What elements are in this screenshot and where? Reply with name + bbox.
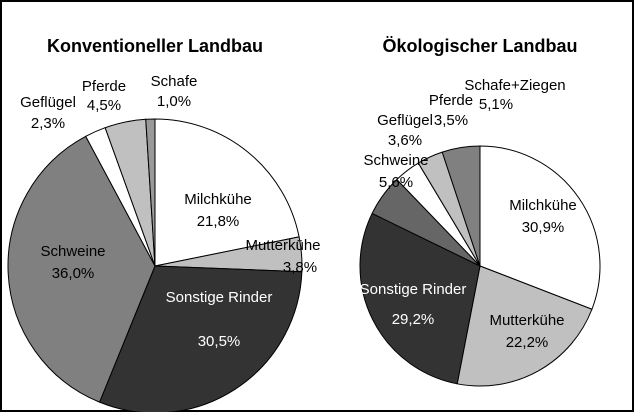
slice-label: Sonstige Rinder bbox=[166, 289, 273, 306]
value-label: 30,9% bbox=[522, 219, 565, 236]
chart-title: Ökologischer Landbau bbox=[382, 36, 577, 56]
slice-label: Schafe bbox=[151, 73, 198, 90]
slice-label: Schweine bbox=[40, 243, 105, 260]
value-label: 4,5% bbox=[87, 97, 121, 114]
value-label: 2,3% bbox=[31, 115, 65, 132]
pie-slice bbox=[7, 135, 156, 403]
pie-slice bbox=[441, 145, 481, 267]
value-label: 1,0% bbox=[157, 93, 191, 110]
slice-label: Schafe+Ziegen bbox=[464, 77, 565, 94]
pie-slice bbox=[479, 145, 601, 310]
value-label: 36,0% bbox=[52, 265, 95, 282]
pie-slice bbox=[145, 118, 156, 267]
value-label: 3,6% bbox=[388, 132, 422, 149]
value-label: 5,6% bbox=[379, 174, 413, 191]
slice-label: Milchkühe bbox=[509, 197, 577, 214]
value-label: 22,2% bbox=[506, 334, 549, 351]
slice-label: Schweine bbox=[363, 152, 428, 169]
slice-label: Mutterkühe bbox=[489, 312, 564, 329]
value-label: 5,1% bbox=[479, 96, 513, 113]
pie-slice bbox=[98, 265, 303, 412]
slice-label: Milchkühe bbox=[184, 191, 252, 208]
value-label: 30,5% bbox=[198, 333, 241, 350]
slice-label: Pferde bbox=[82, 78, 126, 95]
slice-label: Sonstige Rinder bbox=[360, 281, 467, 298]
slice-label: Mutterkühe bbox=[245, 237, 320, 254]
pie-slice bbox=[154, 118, 300, 267]
pie-slice bbox=[456, 265, 593, 387]
slice-label: Geflügel bbox=[20, 94, 76, 111]
value-label: 3,8% bbox=[283, 259, 317, 276]
value-label: 21,8% bbox=[197, 213, 240, 230]
value-label: 3,5% bbox=[434, 112, 468, 129]
chart-title: Konventioneller Landbau bbox=[47, 36, 263, 56]
pie-slice bbox=[359, 212, 481, 385]
slice-label: Pferde bbox=[429, 92, 473, 109]
value-label: 29,2% bbox=[392, 311, 435, 328]
slice-label: Geflügel bbox=[377, 112, 433, 129]
